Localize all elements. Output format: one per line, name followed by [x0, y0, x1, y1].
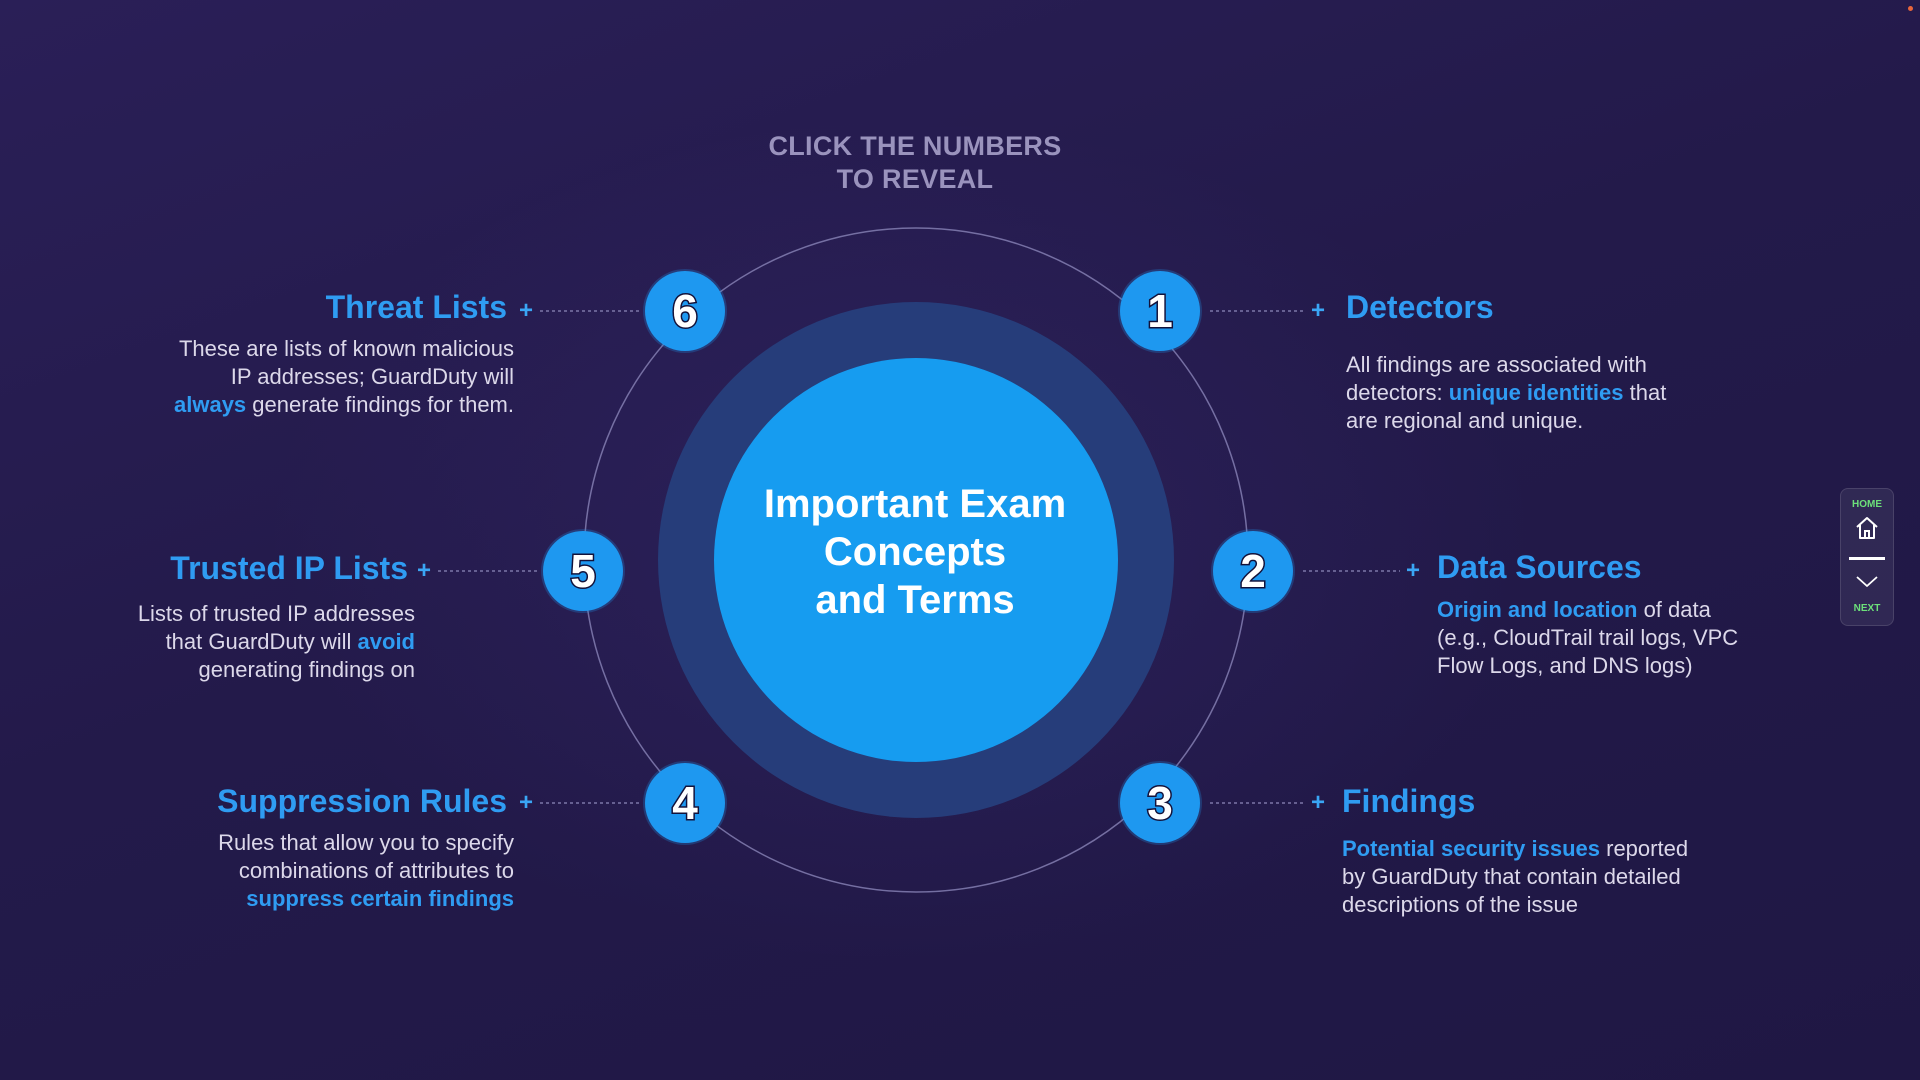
number-button-4[interactable]: 4: [645, 763, 725, 843]
desc-text: are regional and unique.: [1346, 408, 1584, 433]
number-button-3[interactable]: 3: [1120, 763, 1200, 843]
number-label-5: 5: [569, 545, 598, 597]
desc-text: generating findings on: [198, 657, 416, 682]
item-desc-findings: Potential security issues reported by Gu…: [1342, 835, 1762, 919]
desc-highlight: avoid: [357, 629, 415, 654]
desc-text: generate findings for them.: [246, 392, 514, 417]
item-desc-data-sources: Origin and location of data (e.g., Cloud…: [1437, 596, 1837, 680]
home-icon[interactable]: [1854, 515, 1880, 541]
center-title-line-1: Important Exam: [763, 482, 1067, 526]
plus-icon-1: +: [1311, 297, 1326, 324]
desc-text: by GuardDuty that contain detailed: [1342, 864, 1681, 889]
desc-highlight: Potential security issues: [1342, 836, 1600, 861]
item-desc-trusted-ip-lists: Lists of trusted IP addresses that Guard…: [60, 600, 415, 684]
desc-text: Rules that allow you to specify: [218, 830, 514, 855]
item-desc-threat-lists: These are lists of known malicious IP ad…: [100, 335, 514, 419]
corner-indicator-dot: [1908, 6, 1913, 11]
number-button-2[interactable]: 2: [1213, 531, 1293, 611]
number-button-6[interactable]: 6: [645, 271, 725, 351]
desc-text: that: [1623, 380, 1667, 405]
item-title-suppression-rules: Suppression Rules: [217, 783, 507, 819]
center-title-line-2: Concepts: [823, 530, 1007, 574]
number-button-5[interactable]: 5: [543, 531, 623, 611]
nav-panel: HOME NEXT: [1840, 488, 1894, 626]
inner-circle: [714, 358, 1118, 762]
number-button-1[interactable]: 1: [1120, 271, 1200, 351]
desc-highlight: unique identities: [1448, 380, 1624, 405]
item-title-threat-lists: Threat Lists: [325, 289, 507, 325]
desc-text: combinations of attributes to: [238, 858, 514, 883]
number-label-3: 3: [1146, 777, 1175, 829]
desc-text: These are lists of known malicious: [178, 336, 514, 361]
desc-text: reported: [1600, 836, 1689, 861]
home-label[interactable]: HOME: [1852, 499, 1882, 510]
desc-highlight: Origin and location: [1437, 597, 1638, 622]
next-label[interactable]: NEXT: [1853, 603, 1881, 614]
number-label-6: 6: [671, 285, 700, 337]
desc-text: (e.g., CloudTrail trail logs, VPC: [1437, 625, 1739, 650]
desc-text: All findings are associated with: [1346, 352, 1647, 377]
desc-text: that GuardDuty will: [165, 629, 358, 654]
center-title: Important Exam Concepts and Terms: [715, 480, 1115, 624]
nav-divider: [1849, 557, 1885, 560]
item-desc-detectors: All findings are associated with detecto…: [1346, 351, 1766, 435]
desc-highlight: always: [174, 392, 247, 417]
plus-icon-4: +: [519, 789, 534, 816]
item-title-detectors: Detectors: [1346, 289, 1494, 325]
plus-icon-2: +: [1406, 557, 1421, 584]
item-title-trusted-ip-lists: Trusted IP Lists: [170, 550, 408, 586]
chevron-down-icon[interactable]: [1854, 571, 1880, 591]
desc-text: detectors:: [1346, 380, 1449, 405]
desc-text: Lists of trusted IP addresses: [137, 601, 415, 626]
desc-highlight: suppress certain findings: [246, 886, 514, 911]
number-label-2: 2: [1239, 545, 1268, 597]
desc-text: Flow Logs, and DNS logs): [1437, 653, 1693, 678]
desc-text: descriptions of the issue: [1342, 892, 1579, 917]
number-label-4: 4: [671, 777, 700, 829]
desc-text: IP addresses; GuardDuty will: [230, 364, 514, 389]
plus-icon-6: +: [519, 297, 534, 324]
desc-text: of data: [1637, 597, 1711, 622]
plus-icon-5: +: [417, 557, 432, 584]
number-label-1: 1: [1146, 285, 1175, 337]
instruction-line-1: CLICK THE NUMBERS: [768, 131, 1062, 161]
instruction-text: CLICK THE NUMBERS TO REVEAL: [600, 130, 1230, 196]
plus-icon-3: +: [1311, 789, 1326, 816]
instruction-line-2: TO REVEAL: [836, 164, 994, 194]
item-title-findings: Findings: [1342, 783, 1476, 819]
center-title-line-3: and Terms: [815, 578, 1015, 622]
item-title-data-sources: Data Sources: [1437, 549, 1642, 585]
item-desc-suppression-rules: Rules that allow you to specify combinat…: [100, 829, 514, 913]
